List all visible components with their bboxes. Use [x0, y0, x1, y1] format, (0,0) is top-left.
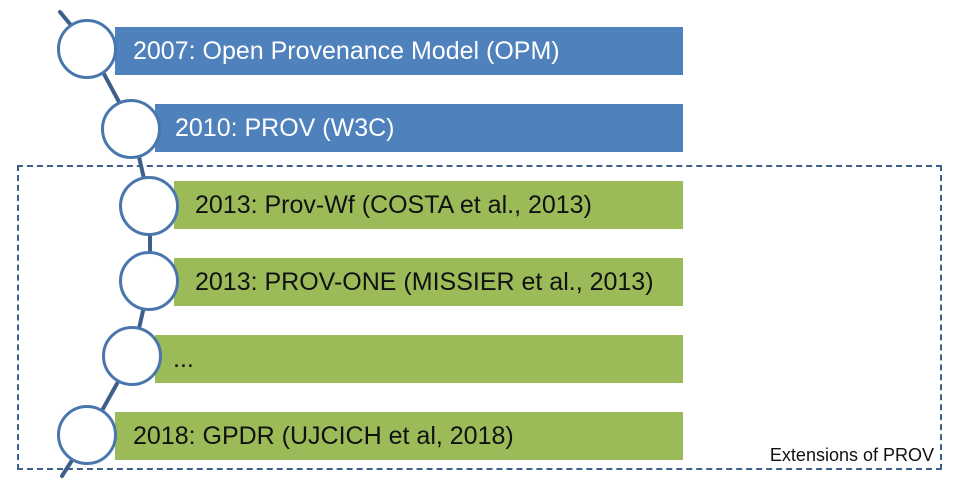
timeline-node-icon [119, 176, 179, 236]
timeline-node-icon [57, 405, 117, 465]
timeline-item-label: 2013: Prov-Wf (COSTA et al., 2013) [195, 190, 592, 219]
timeline-item-label: 2010: PROV (W3C) [175, 113, 395, 142]
timeline-node-icon [119, 251, 179, 311]
timeline-item-label: ... [173, 344, 194, 373]
timeline-item-label: 2013: PROV-ONE (MISSIER et al., 2013) [195, 267, 654, 296]
timeline-item-opm: 2007: Open Provenance Model (OPM) [115, 27, 683, 75]
timeline-item-prov-one: 2013: PROV-ONE (MISSIER et al., 2013) [174, 258, 683, 306]
timeline-node-icon [102, 326, 162, 386]
timeline-item-prov: 2010: PROV (W3C) [155, 104, 683, 152]
timeline-item-label: 2007: Open Provenance Model (OPM) [133, 36, 560, 65]
timeline-node-icon [101, 99, 161, 159]
prov-extensions-group-label: Extensions of PROV [769, 445, 934, 465]
timeline-item-ellipsis: ... [155, 335, 683, 383]
timeline-node-icon [57, 19, 117, 79]
timeline-item-label: 2018: GPDR (UJCICH et al, 2018) [133, 421, 514, 450]
timeline-item-prov-wf: 2013: Prov-Wf (COSTA et al., 2013) [174, 181, 683, 229]
timeline-item-gpdr: 2018: GPDR (UJCICH et al, 2018) [115, 412, 683, 460]
prov-extensions-group-frame [17, 165, 942, 470]
